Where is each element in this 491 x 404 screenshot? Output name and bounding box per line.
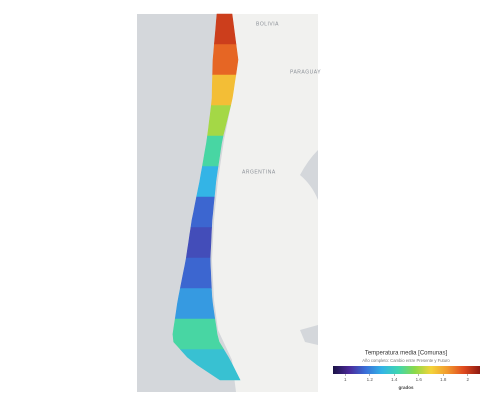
colorbar-tick-label: 1.2: [367, 377, 374, 382]
colorbar: [333, 366, 480, 374]
legend-title: Temperatura media [Comunas]: [365, 351, 448, 357]
region: [179, 349, 241, 381]
region: [174, 288, 216, 320]
land: [212, 14, 318, 392]
map-label: BOLIVIA: [256, 21, 279, 27]
legend: Temperatura media [Comunas] Año completo…: [333, 351, 480, 390]
legend-axis-label: grados: [398, 385, 414, 390]
colorbar-tick-label: 2: [466, 377, 469, 382]
colorbar-tick-label: 1: [344, 377, 347, 382]
colorbar-tick-label: 1.8: [440, 377, 447, 382]
regions: [172, 13, 241, 381]
region: [185, 227, 212, 259]
colorbar-tick-label: 1.6: [416, 377, 423, 382]
legend-subtitle: Año completo: Cambio entre Presente y Fu…: [362, 358, 450, 363]
map-label: ARGENTINA: [242, 169, 276, 175]
region: [213, 13, 237, 45]
region: [212, 44, 239, 76]
map-label: PARAGUAY: [290, 69, 321, 75]
sea: [300, 150, 318, 200]
sea: [300, 325, 318, 345]
colorbar-tick-label: 1.4: [391, 377, 398, 382]
